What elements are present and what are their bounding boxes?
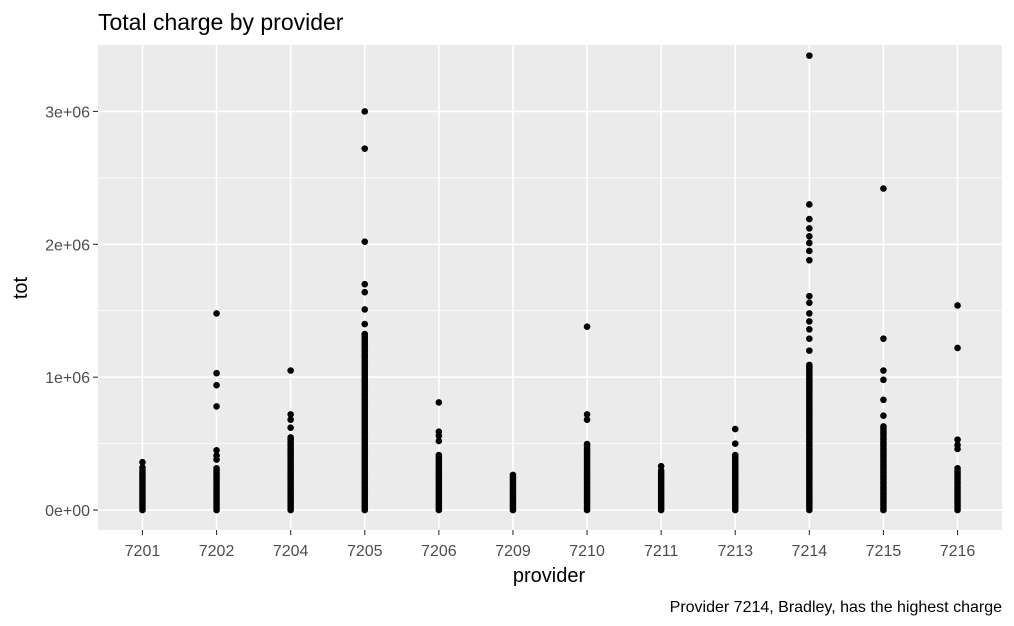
data-point [880, 367, 887, 374]
x-tick-label: 7201 [125, 543, 161, 560]
x-tick-label: 7211 [644, 543, 679, 560]
y-tick-label: 1e+06 [45, 370, 90, 387]
data-point [731, 425, 739, 433]
data-point [954, 436, 961, 443]
data-point [731, 440, 739, 447]
data-point [139, 464, 146, 471]
x-tick-label: 7209 [495, 543, 531, 560]
y-tick-label: 0e+00 [45, 503, 90, 520]
data-point [954, 464, 961, 472]
data-point [435, 451, 443, 459]
data-point [361, 306, 369, 313]
data-point [806, 347, 813, 354]
data-point [287, 434, 294, 441]
x-axis-title: provider [513, 565, 586, 587]
data-point [361, 108, 369, 115]
x-tick-label: 7214 [792, 543, 828, 560]
y-axis: 0e+00 1e+06 2e+06 3e+06 [45, 104, 98, 520]
plot-panel [98, 45, 1002, 530]
data-point [806, 233, 813, 240]
data-point [435, 428, 443, 435]
data-point [583, 411, 591, 418]
data-point [880, 185, 887, 192]
x-tick-label: 7204 [273, 543, 309, 560]
data-point [954, 344, 961, 352]
data-point [880, 412, 887, 420]
data-point [361, 280, 369, 288]
data-point [880, 396, 887, 404]
x-tick-label: 7210 [569, 543, 605, 560]
data-point [361, 288, 369, 296]
data-point [213, 403, 220, 410]
data-point [213, 369, 220, 377]
data-point [806, 256, 813, 264]
data-point [806, 335, 813, 342]
x-tick-label: 7215 [866, 543, 902, 560]
data-point [509, 471, 517, 479]
data-point [806, 299, 813, 307]
data-point [361, 330, 369, 338]
data-point [806, 361, 813, 369]
data-point [583, 416, 591, 424]
data-point [806, 225, 813, 232]
x-tick-label: 7213 [717, 543, 753, 560]
y-axis-title: tot [10, 276, 32, 299]
data-point [806, 52, 813, 59]
data-point [361, 320, 369, 328]
data-point [139, 458, 146, 466]
data-point [806, 239, 813, 247]
x-axis: 7201 7202 7204 7205 7206 7209 7210 7211 7213 7214… [125, 530, 976, 560]
data-point [806, 215, 813, 223]
data-point [880, 335, 887, 342]
data-point [806, 318, 813, 325]
data-point [880, 423, 887, 430]
data-point [435, 399, 443, 406]
chart-caption: Provider 7214, Bradley, has the highest … [670, 599, 1002, 616]
x-tick-label: 7206 [421, 543, 457, 560]
data-point [583, 323, 591, 330]
data-point [213, 464, 220, 472]
data-point [213, 381, 220, 389]
data-point [583, 440, 591, 448]
data-point [361, 145, 369, 152]
data-point [287, 411, 294, 418]
data-point [287, 424, 294, 431]
data-point [361, 238, 369, 245]
x-tick-label: 7202 [199, 543, 235, 560]
chart-title: Total charge by provider [98, 9, 344, 35]
data-point [213, 452, 220, 459]
data-point [806, 326, 813, 333]
x-tick-label: 7205 [347, 543, 383, 560]
data-point [731, 451, 739, 459]
data-point [806, 201, 813, 208]
y-tick-label: 3e+06 [45, 104, 90, 121]
data-point [806, 292, 813, 300]
data-point [435, 437, 443, 445]
data-point [806, 247, 813, 255]
data-point [213, 310, 220, 317]
data-point [954, 302, 961, 309]
x-tick-label: 7216 [940, 543, 976, 560]
data-point [806, 310, 813, 317]
y-tick-label: 2e+06 [45, 237, 90, 254]
data-point [954, 441, 961, 449]
data-points [139, 52, 961, 514]
data-point [880, 376, 887, 384]
data-point [657, 462, 665, 470]
data-point [287, 367, 294, 374]
data-point [287, 416, 294, 424]
data-point [213, 446, 220, 454]
